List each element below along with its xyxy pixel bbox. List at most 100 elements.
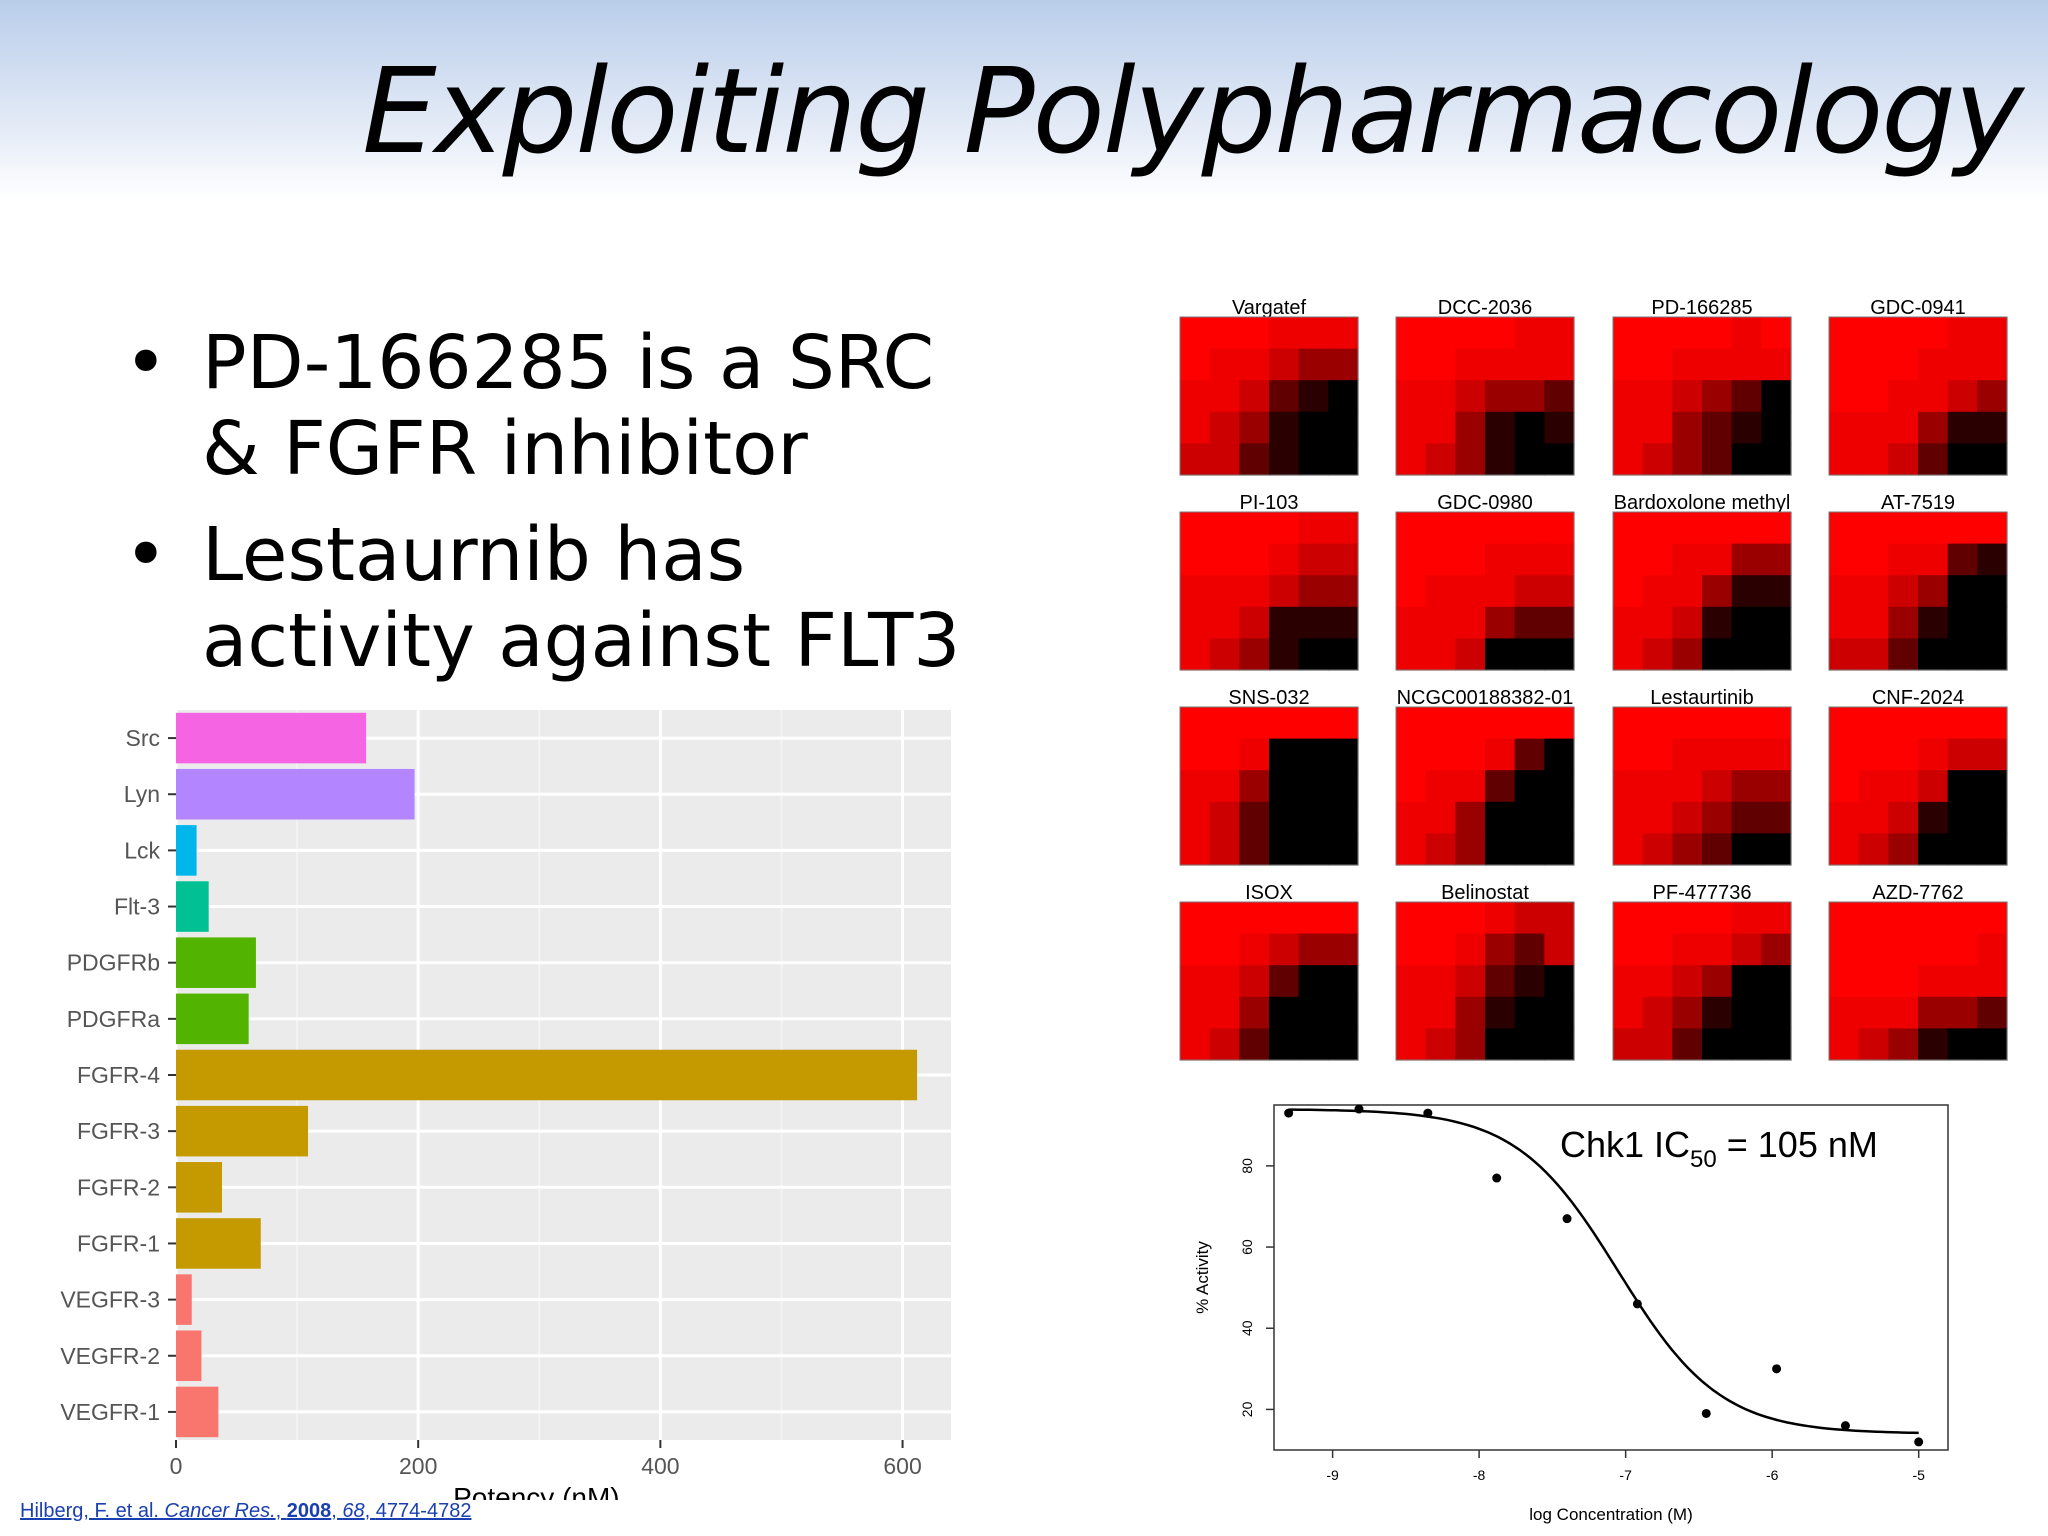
heatmap-cell — [1761, 1028, 1792, 1061]
heatmap-cell — [1514, 738, 1545, 771]
citation-link[interactable]: Hilberg, F. et al. Cancer Res., 2008, 68… — [20, 1500, 472, 1522]
heatmap-cell — [1858, 965, 1889, 998]
y-tick-label: Flt-3 — [114, 894, 160, 920]
heatmap-cell — [1269, 965, 1300, 998]
heatmap-cell — [1239, 707, 1270, 740]
heatmap-cell — [1731, 770, 1762, 803]
heatmap-cell — [1672, 965, 1703, 998]
heatmap-cell — [1239, 770, 1270, 803]
bar-flt-3 — [176, 881, 209, 932]
heatmap-cell — [1396, 902, 1427, 935]
heatmap-cell — [1180, 833, 1211, 866]
bar-fgfr-3 — [176, 1105, 308, 1157]
heatmap-cell — [1672, 411, 1703, 444]
heatmap-cell — [1947, 575, 1978, 608]
heatmap-cell — [1328, 348, 1359, 381]
heatmap-cell — [1396, 443, 1427, 476]
heatmap-title: GDC-0941 — [1870, 297, 1966, 319]
heatmap-cell — [1544, 411, 1575, 444]
heatmap-cell — [1544, 543, 1575, 576]
heatmap-cell — [1209, 348, 1240, 381]
heatmap-cell — [1209, 317, 1240, 350]
heatmap-border — [1612, 901, 1792, 1061]
heatmap-cell — [1239, 575, 1270, 608]
heatmap-cell — [1642, 380, 1673, 413]
heatmap-border — [1395, 706, 1575, 866]
citation-year: 2008 — [286, 1500, 332, 1522]
heatmap-cell — [1947, 512, 1978, 545]
heatmap-cell — [1298, 902, 1329, 935]
heatmap-cell — [1396, 317, 1427, 350]
heatmap-cell — [1947, 996, 1978, 1029]
heatmap-cell — [1731, 411, 1762, 444]
heatmap-cell — [1702, 317, 1733, 350]
y-tick-label: Src — [126, 725, 161, 751]
heatmap-cell — [1977, 996, 2008, 1029]
heatmap-cell — [1829, 543, 1860, 576]
heatmap-cell — [1239, 933, 1270, 966]
heatmap-cell — [1544, 348, 1575, 381]
y-axis-label: % Activity — [1193, 1241, 1212, 1314]
heatmap-cell — [1702, 707, 1733, 740]
heatmap-cell — [1180, 606, 1211, 639]
x-tick-label: -7 — [1619, 1467, 1632, 1483]
heatmap-cell — [1239, 380, 1270, 413]
heatmap-title: CNF-2024 — [1872, 687, 1964, 709]
heatmap-cell — [1544, 380, 1575, 413]
heatmap-cell — [1613, 512, 1644, 545]
heatmap-cell — [1918, 575, 1949, 608]
heatmap-cell — [1947, 348, 1978, 381]
heatmap-cell — [1731, 543, 1762, 576]
heatmap-border — [1828, 706, 2008, 866]
heatmap-cell — [1642, 833, 1673, 866]
heatmap-cell — [1918, 996, 1949, 1029]
heatmap-cell — [1455, 1028, 1486, 1061]
heatmap-cell — [1209, 606, 1240, 639]
heatmap-cell — [1977, 443, 2008, 476]
heatmap-cell — [1761, 933, 1792, 966]
heatmap-cell — [1544, 738, 1575, 771]
heatmap-cell — [1642, 606, 1673, 639]
heatmap-cell — [1298, 707, 1329, 740]
heatmap-cell — [1613, 833, 1644, 866]
heatmap-cell — [1396, 965, 1427, 998]
heatmap-cell — [1396, 707, 1427, 740]
heatmap-cell — [1613, 606, 1644, 639]
heatmap-cell — [1298, 833, 1329, 866]
heatmap-cell — [1180, 801, 1211, 834]
citation-pages: 4774-4782 — [375, 1500, 472, 1522]
heatmap-cell — [1702, 801, 1733, 834]
heatmap-cell — [1761, 638, 1792, 671]
y-tick-label: 60 — [1239, 1239, 1255, 1255]
heatmap-cell — [1514, 380, 1545, 413]
heatmap-cell — [1731, 443, 1762, 476]
heatmap-cell — [1858, 638, 1889, 671]
heatmap-cell — [1672, 380, 1703, 413]
heatmap-cell — [1613, 770, 1644, 803]
heatmap-cell — [1947, 543, 1978, 576]
heatmap-cell — [1180, 902, 1211, 935]
y-tick-label: Lyn — [124, 781, 160, 807]
heatmap-cell — [1485, 1028, 1516, 1061]
heatmap-cell — [1642, 738, 1673, 771]
heatmap-cell — [1672, 575, 1703, 608]
heatmap-cell — [1829, 707, 1860, 740]
heatmap-cell — [1613, 411, 1644, 444]
heatmap-title: PF-477736 — [1653, 882, 1752, 904]
heatmap-cell — [1947, 902, 1978, 935]
heatmap-cell — [1642, 411, 1673, 444]
heatmap-cell — [1239, 902, 1270, 935]
heatmap-cell — [1328, 575, 1359, 608]
heatmap-cell — [1514, 348, 1545, 381]
heatmap-cell — [1396, 738, 1427, 771]
heatmap-border — [1612, 511, 1792, 671]
heatmap-cell — [1180, 443, 1211, 476]
heatmap-cell — [1425, 443, 1456, 476]
heatmap-cell — [1977, 638, 2008, 671]
heatmap-cell — [1977, 801, 2008, 834]
heatmap-cell — [1672, 512, 1703, 545]
heatmap-cell — [1425, 833, 1456, 866]
heatmap-cell — [1455, 317, 1486, 350]
heatmap-cell — [1731, 902, 1762, 935]
y-tick-label: PDGFRb — [67, 950, 160, 976]
